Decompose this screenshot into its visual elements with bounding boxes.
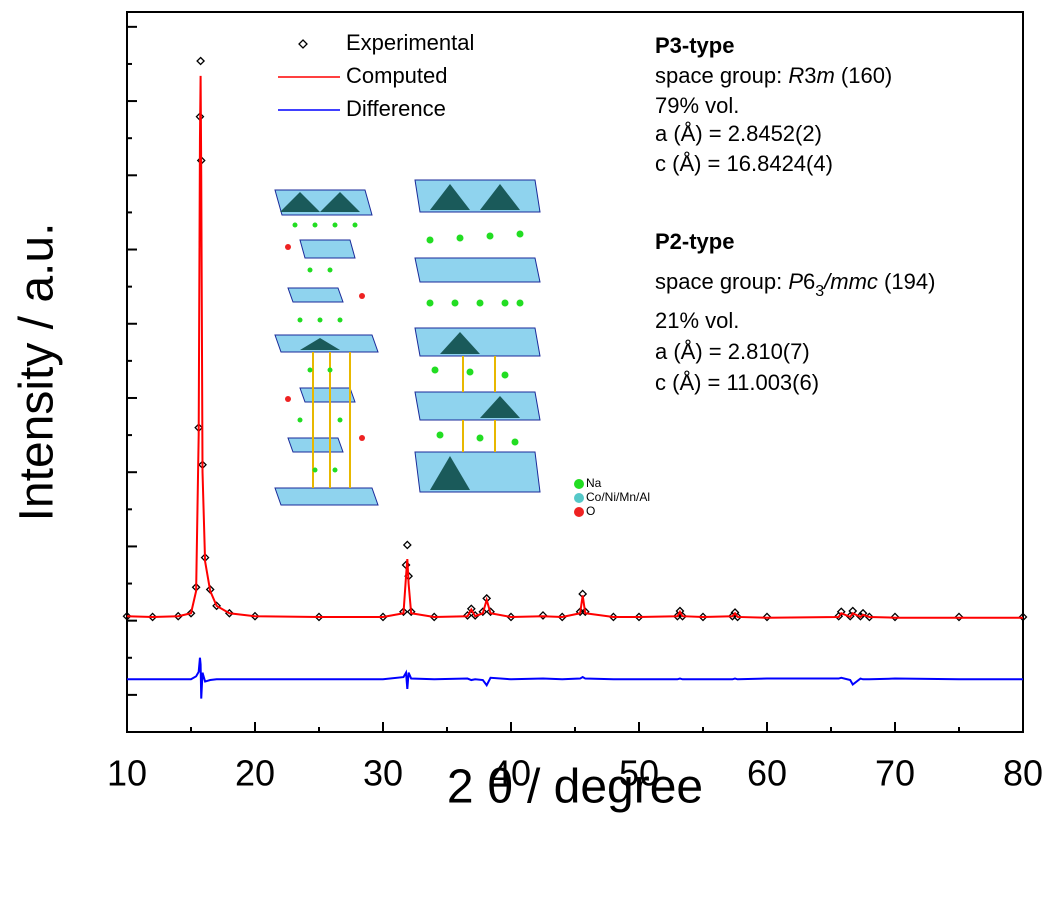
data-line — [127, 657, 1023, 699]
legend-label: Difference — [346, 96, 446, 121]
data-point — [399, 607, 408, 617]
x-tick-label: 70 — [875, 753, 915, 794]
data-point — [478, 607, 488, 617]
annotation-run: R — [788, 63, 804, 88]
data-point — [186, 608, 196, 618]
annotation-run: c (Å) = 16.8424(4) — [655, 151, 833, 176]
legend-label: Computed — [346, 63, 448, 88]
data-point — [122, 611, 132, 621]
inset-legend-dot — [574, 479, 584, 489]
y-axis-label: Intensity / a.u. — [11, 223, 64, 522]
annotation: a (Å) = 2.8452(2) — [655, 121, 822, 146]
data-point — [954, 612, 964, 622]
annotation: P2-type — [655, 229, 734, 254]
annotation-run: 6 — [803, 269, 815, 294]
annotation-run: (160) — [835, 63, 892, 88]
inset-legend-label: Na — [586, 476, 602, 490]
annotation-run: c (Å) = 11.003(6) — [655, 370, 819, 395]
data-point — [858, 608, 868, 618]
annotation-run: 3 — [815, 283, 824, 300]
data-point — [890, 612, 900, 622]
annotation-run: a (Å) = 2.8452(2) — [655, 121, 822, 146]
x-tick-label: 50 — [619, 753, 659, 794]
crystal-inset — [274, 179, 541, 506]
annotation: a (Å) = 2.810(7) — [655, 339, 810, 364]
inset-legend-dot — [574, 507, 584, 517]
annotation-run: P3-type — [655, 33, 734, 58]
plot-frame — [126, 11, 1024, 733]
x-tick-label: 10 — [107, 753, 147, 794]
annotation-run: space group: — [655, 63, 788, 88]
x-tick-label: 20 — [235, 753, 275, 794]
data-point — [836, 607, 846, 617]
data-point — [212, 601, 222, 611]
annotation-run: 79% vol. — [655, 93, 739, 118]
annotation: c (Å) = 16.8424(4) — [655, 151, 833, 176]
annotation-run: (194) — [878, 269, 935, 294]
annotation: P3-type — [655, 33, 734, 58]
data-point — [196, 56, 206, 66]
data-point — [580, 607, 590, 617]
data-point — [1018, 612, 1028, 622]
annotation-run: a (Å) = 2.810(7) — [655, 339, 810, 364]
x-tick-label: 60 — [747, 753, 787, 794]
annotation-run: 3 — [804, 63, 816, 88]
annotation: space group: P63/mmc (194) — [655, 269, 935, 300]
data-point — [634, 612, 644, 622]
data-point — [762, 612, 772, 622]
data-line — [126, 75, 1023, 619]
annotation: 21% vol. — [655, 308, 739, 333]
data-point — [466, 604, 476, 614]
data-point — [678, 611, 687, 621]
data-point — [463, 611, 472, 620]
legend-marker — [298, 39, 308, 49]
legend-label: Experimental — [346, 30, 474, 55]
annotation-run: space group: — [655, 269, 788, 294]
inset-legend-label: Co/Ni/Mn/Al — [586, 490, 650, 504]
annotation-run: P2-type — [655, 229, 734, 254]
annotation-run: P — [788, 269, 803, 294]
data-point — [698, 612, 708, 622]
data-point — [538, 611, 548, 620]
data-point — [733, 612, 742, 622]
annotation-run: /mmc — [822, 269, 878, 294]
annotation-run: 21% vol. — [655, 308, 739, 333]
x-tick-label: 40 — [491, 753, 531, 794]
annotation: space group: R3m (160) — [655, 63, 892, 88]
annotation-run: m — [816, 63, 834, 88]
x-tick-label: 30 — [363, 753, 403, 794]
inset-legend-label: O — [586, 504, 595, 518]
annotation: c (Å) = 11.003(6) — [655, 370, 819, 395]
data-point — [486, 607, 495, 617]
inset-legend-dot — [574, 493, 584, 503]
x-axis-label: 2 θ / degree — [447, 761, 703, 814]
data-point — [314, 612, 324, 622]
data-point — [406, 607, 416, 617]
annotation: 79% vol. — [655, 93, 739, 118]
data-point — [402, 540, 412, 550]
data-point — [148, 612, 158, 622]
x-tick-label: 80 — [1003, 753, 1043, 794]
